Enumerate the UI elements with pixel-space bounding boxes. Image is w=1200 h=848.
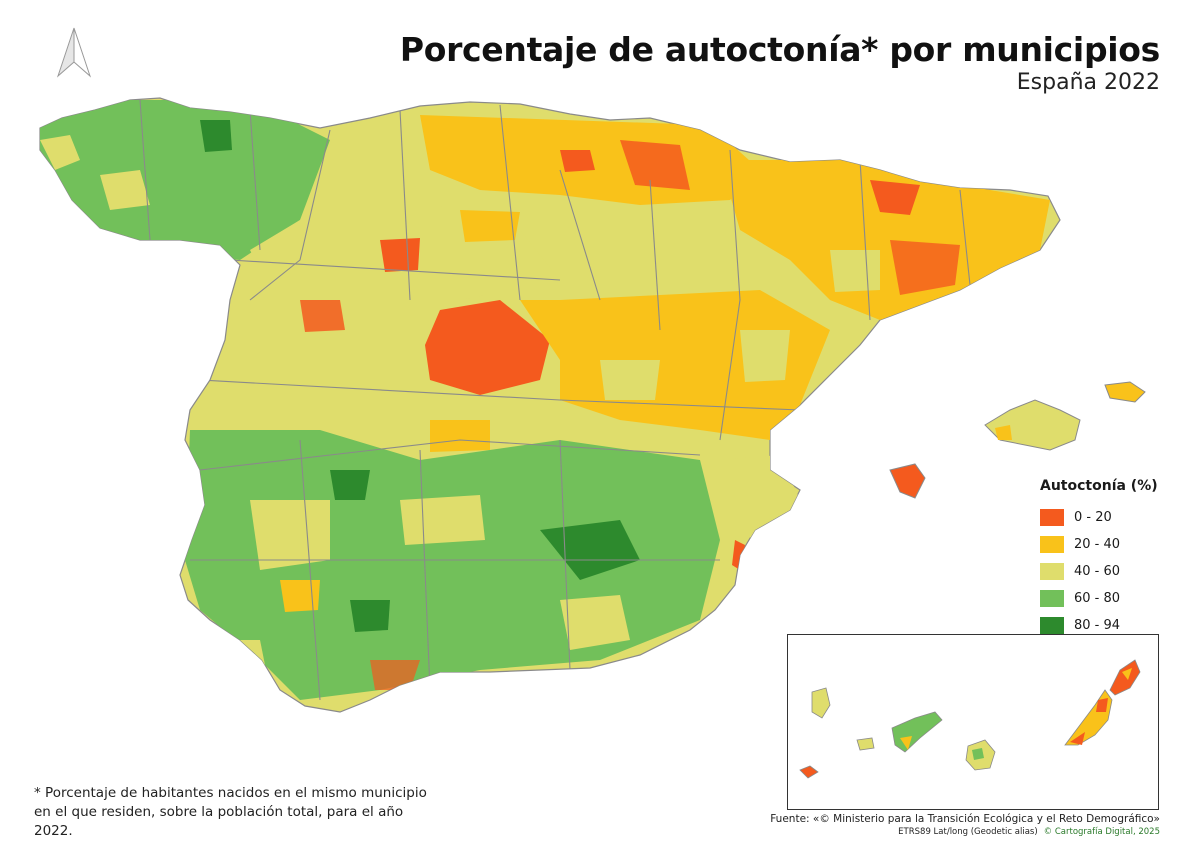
canary-islands-inset-frame [787, 634, 1159, 810]
legend-title: Autoctonía (%) [1040, 478, 1158, 494]
legend-swatch [1040, 509, 1064, 526]
legend-label: 20 - 40 [1074, 537, 1121, 552]
legend-swatch [1040, 617, 1064, 634]
legend-label: 60 - 80 [1074, 591, 1121, 606]
legend-item: 40 - 60 [1040, 558, 1170, 585]
legend-swatch [1040, 590, 1064, 607]
map-subtitle: España 2022 [1016, 70, 1160, 95]
legend-item: 80 - 94 [1040, 612, 1170, 639]
peninsula-map [39, 97, 1061, 713]
legend-item: 60 - 80 [1040, 585, 1170, 612]
legend-label: 0 - 20 [1074, 510, 1112, 525]
canary-islands-map [799, 659, 1141, 779]
legend-swatch [1040, 563, 1064, 580]
footnote: * Porcentaje de habitantes nacidos en el… [34, 785, 427, 839]
north-arrow-icon [52, 26, 96, 80]
legend-item: 0 - 20 [1040, 504, 1170, 531]
legend-swatch [1040, 536, 1064, 553]
legend-label: 40 - 60 [1074, 564, 1121, 579]
map-title: Porcentaje de autoctonía* por municipios [399, 30, 1160, 69]
legend: Autoctonía (%) 0 - 20 20 - 40 40 - 60 60… [1040, 478, 1170, 639]
legend-item: 20 - 40 [1040, 531, 1170, 558]
crs-text: ETRS89 Lat/long (Geodetic alias) [898, 827, 1038, 837]
crs-line: ETRS89 Lat/long (Geodetic alias) © Cartog… [898, 827, 1160, 837]
source-text: Fuente: «© Ministerio para la Transición… [770, 813, 1160, 825]
balearic-islands-map [889, 381, 1146, 499]
credit-text: © Cartografía Digital, 2025 [1043, 827, 1160, 837]
legend-label: 80 - 94 [1074, 618, 1121, 633]
